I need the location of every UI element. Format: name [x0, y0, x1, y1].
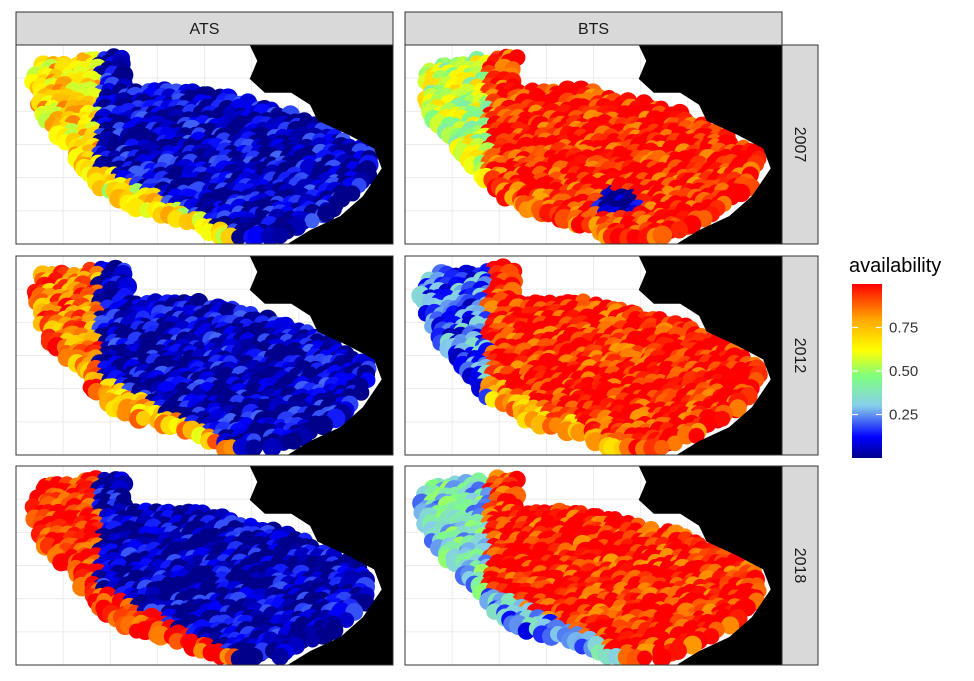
legend-tick-label: 0.75 — [889, 320, 918, 337]
map-panel-bts-2012 — [404, 255, 783, 456]
panel-border — [404, 255, 783, 456]
column-label-bts: BTS — [578, 21, 609, 38]
coastline-landmass — [249, 45, 393, 244]
column-strip-ats: ATS — [15, 11, 394, 46]
coastline-landmass — [638, 256, 782, 455]
availability-cells — [411, 258, 768, 455]
legend-ticks: 0.75 0.50 0.25 — [852, 320, 918, 424]
row-label-2007: 2007 — [791, 127, 808, 163]
legend: availability 0.75 0.50 0.25 — [849, 255, 941, 458]
map-panel-ats-2007 — [15, 44, 394, 245]
legend-tick: 0.75 — [852, 320, 918, 337]
panel-border — [404, 44, 783, 245]
coastline-landmass — [249, 466, 393, 665]
coastline-landmass — [638, 466, 782, 665]
row-label-2012: 2012 — [791, 338, 808, 374]
map-panel-ats-2012 — [15, 255, 394, 456]
legend-tick-label: 0.25 — [889, 407, 918, 424]
availability-cells — [417, 48, 767, 244]
row-label-2018: 2018 — [791, 548, 808, 584]
legend-tick: 0.25 — [852, 407, 918, 424]
panel-border — [15, 465, 394, 666]
map-panels — [15, 44, 783, 666]
panel-border — [404, 465, 783, 666]
availability-cells — [24, 48, 379, 244]
legend-tick-label: 0.50 — [889, 363, 918, 380]
map-panel-bts-2007 — [404, 44, 783, 245]
availability-cells — [26, 259, 377, 455]
column-label-ats: ATS — [190, 21, 220, 38]
availability-cells — [24, 470, 376, 665]
panel-border — [15, 255, 394, 456]
coastline-landmass — [249, 256, 393, 455]
row-strip-2018: 2018 — [781, 465, 819, 666]
legend-title: availability — [849, 255, 941, 277]
map-panel-ats-2018 — [15, 465, 394, 666]
row-strip-2007: 2007 — [781, 44, 819, 245]
row-strip-2012: 2012 — [781, 255, 819, 456]
map-panel-bts-2018 — [404, 465, 783, 666]
availability-cells — [412, 469, 767, 665]
column-strip-bts: BTS — [404, 11, 783, 46]
coastline-landmass — [638, 45, 782, 244]
panel-border — [15, 44, 394, 245]
legend-tick: 0.50 — [852, 363, 918, 380]
